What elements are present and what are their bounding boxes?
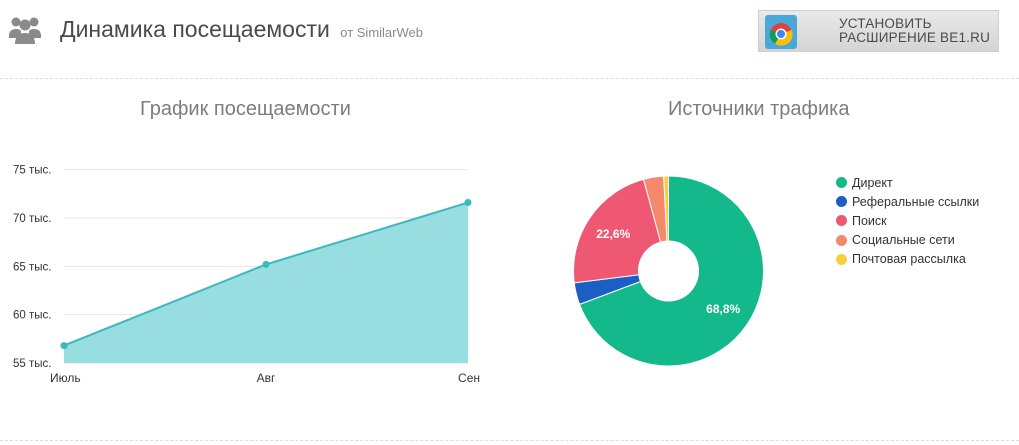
title-source: от SimilarWeb — [340, 25, 423, 40]
legend-dot-icon — [836, 253, 847, 265]
sources-chart-title: Источники трафика — [668, 98, 850, 120]
legend-item[interactable]: Социальные сети — [836, 231, 979, 250]
chrome-store-icon — [765, 15, 797, 49]
install-extension-banner[interactable]: УСТАНОВИТЬ РАСШИРЕНИЕ BE1.RU — [758, 10, 999, 52]
donut-slice[interactable] — [663, 175, 669, 242]
legend-dot-icon — [836, 215, 847, 227]
banner-text: УСТАНОВИТЬ РАСШИРЕНИЕ BE1.RU — [839, 17, 990, 45]
legend-label: Почтовая рассылка — [852, 252, 966, 267]
legend-dot-icon — [836, 234, 847, 246]
traffic-legend: Директ Реферальные ссылки Поиск Социальные … — [836, 173, 979, 269]
divider — [0, 440, 1019, 441]
slice-data-label: 68,8% — [706, 302, 740, 316]
banner-line-2: РАСШИРЕНИЕ BE1.RU — [839, 30, 991, 45]
legend-dot-icon — [836, 196, 847, 208]
y-tick-label: 60 тыс. — [13, 310, 51, 322]
legend-label: Социальные сети — [852, 233, 955, 248]
divider — [0, 78, 1019, 79]
visits-chart-title: График посещаемости — [140, 98, 351, 120]
x-tick-label: Авг — [257, 371, 276, 385]
legend-item[interactable]: Почтовая рассылка — [836, 250, 979, 269]
legend-label: Поиск — [852, 213, 887, 228]
x-tick-label: Июль — [50, 371, 81, 385]
y-tick-label: 70 тыс. — [13, 213, 51, 225]
banner-line-1: УСТАНОВИТЬ — [839, 16, 932, 31]
legend-dot-icon — [836, 177, 847, 189]
legend-item[interactable]: Поиск — [836, 211, 979, 230]
traffic-sources-donut-chart: 68,8% 22,6% — [573, 175, 764, 367]
donut-slice[interactable] — [578, 175, 764, 367]
users-icon — [9, 17, 41, 44]
legend-item[interactable]: Реферальные ссылки — [836, 192, 979, 211]
legend-label: Директ — [852, 175, 893, 190]
page-title: Динамика посещаемости от SimilarWeb — [60, 16, 423, 43]
area-fill — [64, 202, 468, 363]
legend-label: Реферальные ссылки — [852, 194, 980, 209]
slice-data-label: 22,6% — [596, 227, 630, 241]
visits-area-chart: 55 тыс. 60 тыс. 65 тыс. 70 тыс. 75 тыс. Июль А… — [13, 165, 480, 385]
y-tick-label: 65 тыс. — [13, 261, 51, 273]
donut-slice[interactable] — [573, 178, 662, 284]
legend-item[interactable]: Директ — [836, 173, 979, 192]
data-point[interactable] — [262, 260, 270, 268]
y-tick-label: 75 тыс. — [13, 165, 51, 177]
data-point[interactable] — [464, 199, 472, 207]
data-point[interactable] — [60, 342, 68, 350]
header: Динамика посещаемости от SimilarWeb УСТА… — [0, 0, 1019, 78]
x-tick-label: Сен — [458, 371, 480, 385]
y-tick-label: 55 тыс. — [13, 358, 51, 370]
title-text: Динамика посещаемости — [60, 16, 330, 42]
